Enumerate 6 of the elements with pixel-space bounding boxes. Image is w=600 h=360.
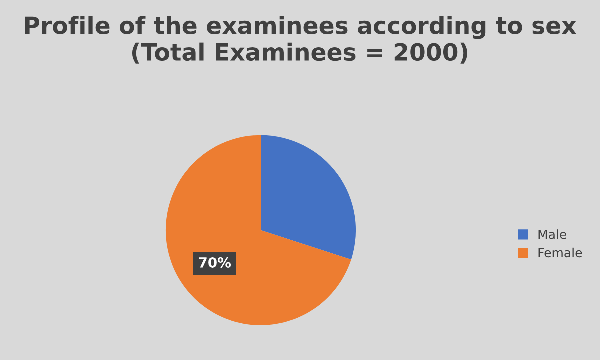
- legend-label: Female: [538, 248, 582, 258]
- data-label: 70%: [199, 257, 232, 268]
- pie-slice: [166, 135, 352, 326]
- legend-label: Male: [538, 230, 566, 240]
- pie-slice: [261, 135, 356, 260]
- chart-title: Profile of the examinees according to sex (Total Examinees = 2000): [25, 16, 576, 64]
